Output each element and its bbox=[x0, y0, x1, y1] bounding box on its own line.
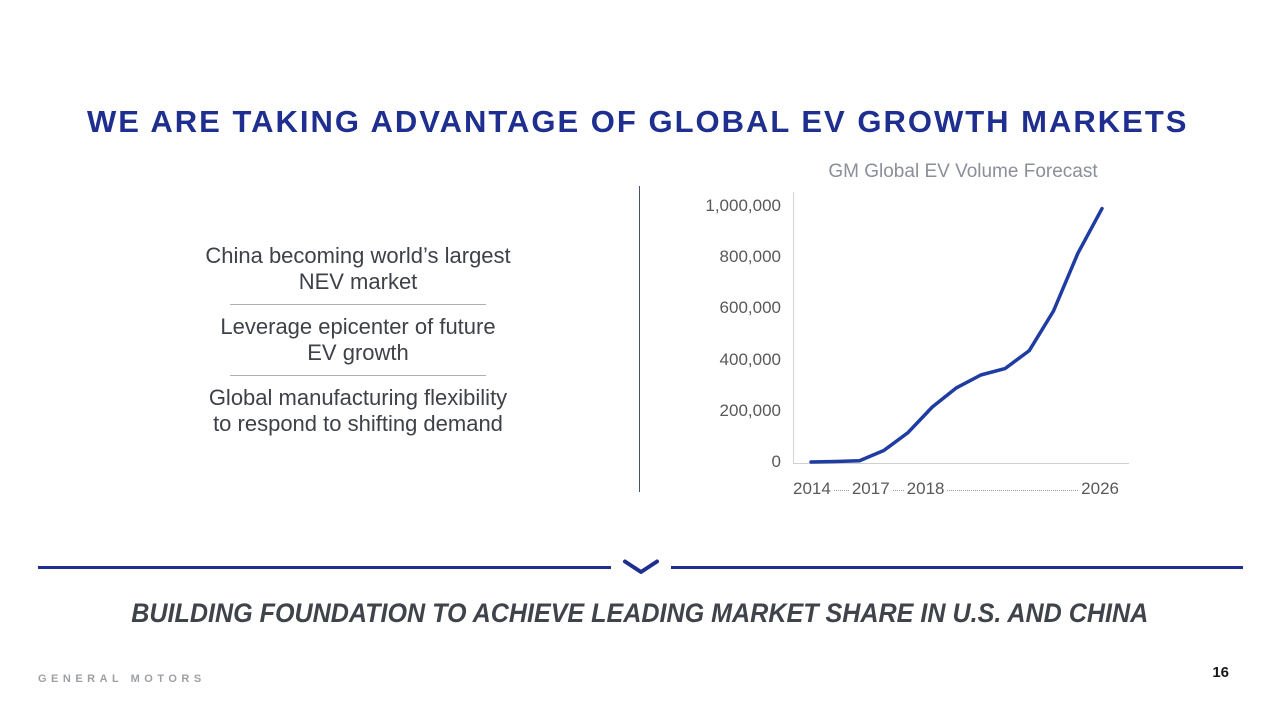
key-point-line: to respond to shifting demand bbox=[213, 411, 503, 436]
footer-brand: GENERAL MOTORS bbox=[38, 673, 206, 685]
key-point-divider bbox=[230, 304, 486, 305]
key-point-divider bbox=[230, 375, 486, 376]
rule-line-left bbox=[38, 565, 611, 569]
y-tick-label: 1,000,000 bbox=[705, 196, 781, 215]
y-axis-labels: 1,000,000 800,000 600,000 400,000 200,00… bbox=[705, 192, 793, 472]
key-point: Global manufacturing flexibility to resp… bbox=[148, 385, 568, 437]
x-tick-label: 2017 bbox=[851, 479, 890, 498]
key-point: Leverage epicenter of future EV growth bbox=[148, 314, 568, 366]
key-point-line: Leverage epicenter of future bbox=[220, 314, 496, 339]
vertical-divider bbox=[639, 186, 640, 492]
forecast-line bbox=[809, 206, 1104, 464]
dotted-leader bbox=[833, 489, 849, 491]
y-tick-label: 400,000 bbox=[719, 350, 781, 369]
plot-area bbox=[793, 192, 1129, 464]
dotted-leader bbox=[892, 489, 904, 491]
slide-title: WE ARE TAKING ADVANTAGE OF GLOBAL EV GRO… bbox=[87, 104, 1189, 139]
rule-line-right bbox=[670, 565, 1243, 569]
key-points-list: China becoming world’s largest NEV marke… bbox=[148, 243, 568, 437]
key-point-line: Global manufacturing flexibility bbox=[208, 385, 508, 410]
y-tick-label: 200,000 bbox=[719, 401, 781, 420]
x-tick-label: 2018 bbox=[906, 479, 945, 498]
key-point-line: NEV market bbox=[298, 269, 418, 294]
dotted-leader bbox=[947, 489, 1079, 491]
chevron-down-icon bbox=[622, 559, 659, 574]
key-point-line: EV growth bbox=[307, 340, 409, 365]
ev-forecast-chart: GM Global EV Volume Forecast 1,000,000 8… bbox=[705, 161, 1165, 499]
transition-rule bbox=[38, 559, 1243, 575]
x-tick-label: 2026 bbox=[1081, 479, 1119, 498]
transition-headline: BUILDING FOUNDATION TO ACHIEVE LEADING M… bbox=[0, 598, 1280, 629]
line-chart-svg bbox=[809, 206, 1104, 464]
key-point: China becoming world’s largest NEV marke… bbox=[148, 243, 568, 295]
chart-title: GM Global EV Volume Forecast bbox=[828, 161, 1098, 182]
key-point-line: China becoming world’s largest bbox=[205, 243, 511, 268]
chart-body: 1,000,000 800,000 600,000 400,000 200,00… bbox=[705, 192, 1165, 472]
y-tick-label: 800,000 bbox=[719, 247, 781, 266]
y-tick-label: 600,000 bbox=[719, 298, 781, 317]
page-number: 16 bbox=[1212, 664, 1229, 681]
x-tick-label: 2014 bbox=[793, 479, 831, 498]
x-axis-labels: 2014 2017 2018 2026 bbox=[793, 479, 1129, 499]
y-tick-label: 0 bbox=[771, 452, 781, 471]
transition-headline-text: BUILDING FOUNDATION TO ACHIEVE LEADING M… bbox=[131, 598, 1149, 628]
